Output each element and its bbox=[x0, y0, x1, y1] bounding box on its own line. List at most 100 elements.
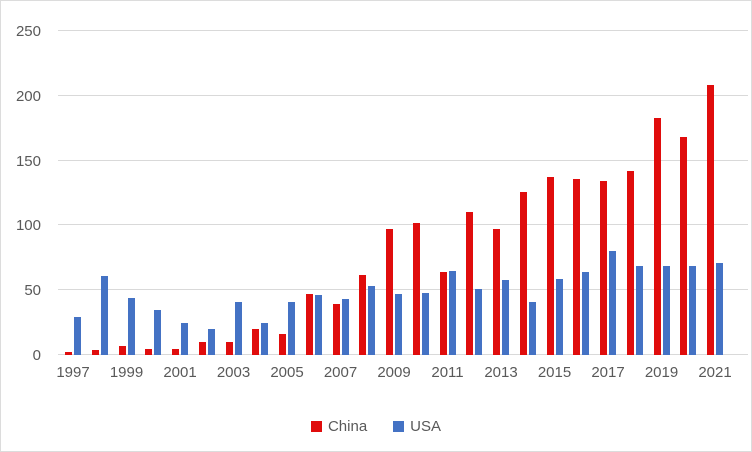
gridline-150 bbox=[58, 159, 748, 161]
bar-china-2003 bbox=[225, 342, 233, 355]
bar-group-2008 bbox=[359, 31, 376, 355]
y-axis: 0 50 100 150 200 250 bbox=[1, 23, 49, 364]
bar-china-2002 bbox=[198, 342, 206, 355]
legend-label-usa: USA bbox=[410, 418, 442, 435]
bar-china-2017 bbox=[600, 181, 607, 355]
bar-china-2014 bbox=[519, 192, 527, 355]
y-tick-label: 150 bbox=[15, 152, 41, 170]
bar-usa-2018 bbox=[635, 266, 643, 355]
bar-china-1999 bbox=[118, 346, 126, 355]
bar-group-2003: 2003 bbox=[217, 31, 250, 381]
bar-usa-2017 bbox=[609, 251, 616, 355]
bar-group-1997: 1997 bbox=[56, 31, 90, 381]
bar-china-2019 bbox=[653, 118, 661, 355]
bar-china-2018 bbox=[626, 171, 634, 355]
x-tick-label: 2017 bbox=[591, 364, 625, 381]
legend-item-usa: USA bbox=[393, 418, 441, 435]
bar-group-2004 bbox=[252, 31, 269, 355]
bar-china-2006 bbox=[305, 294, 313, 355]
legend-item-china: China bbox=[310, 418, 368, 435]
bar-usa-2012 bbox=[475, 289, 483, 355]
bar-china-2010 bbox=[412, 223, 420, 355]
bar-group-2011: 2011 bbox=[431, 31, 464, 381]
bar-usa-2004 bbox=[261, 323, 269, 355]
bar-china-2012 bbox=[466, 212, 474, 355]
bar-china-2009 bbox=[386, 229, 393, 355]
bar-china-2000 bbox=[145, 349, 153, 355]
y-tick-label: 100 bbox=[15, 217, 41, 235]
y-tick-label: 250 bbox=[15, 23, 41, 40]
bar-usa-2013 bbox=[502, 280, 509, 355]
bar-group-2016 bbox=[573, 31, 590, 355]
bar-usa-1998 bbox=[100, 276, 108, 355]
bar-usa-2000 bbox=[154, 310, 162, 355]
bar-usa-2006 bbox=[314, 295, 322, 355]
bar-group-2021: 2021 bbox=[698, 31, 732, 381]
bar-china-2015 bbox=[546, 177, 554, 355]
bar-china-1998 bbox=[91, 350, 99, 355]
bar-china-2011 bbox=[439, 272, 447, 355]
bar-china-2021 bbox=[707, 85, 714, 355]
bar-group-2013: 2013 bbox=[484, 31, 518, 381]
bar-usa-1999 bbox=[127, 298, 135, 355]
x-tick-label: 2009 bbox=[377, 364, 411, 381]
bar-group-2012 bbox=[466, 31, 483, 355]
x-tick-label: 2003 bbox=[216, 364, 251, 381]
bar-usa-2011 bbox=[448, 271, 456, 355]
bar-group-1998 bbox=[91, 31, 108, 355]
gridline-250 bbox=[58, 30, 748, 31]
plot-area: 1997 1999 2001 2003 2005 2007 2009 2011 2013 2015… bbox=[56, 30, 748, 381]
china-swatch-icon bbox=[310, 421, 322, 432]
bar-usa-2016 bbox=[582, 272, 590, 355]
legend-label-china: China bbox=[327, 418, 368, 435]
x-tick-label: 1997 bbox=[56, 364, 90, 381]
bar-group-2007: 2007 bbox=[324, 31, 357, 381]
y-tick-label: 200 bbox=[15, 87, 41, 105]
bar-usa-2010 bbox=[421, 293, 429, 355]
bar-usa-2009 bbox=[395, 294, 402, 355]
bar-china-2007 bbox=[332, 304, 340, 355]
bar-group-2020 bbox=[680, 31, 697, 355]
bar-usa-2007 bbox=[341, 299, 349, 355]
bar-usa-2002 bbox=[207, 329, 215, 355]
bar-china-2004 bbox=[252, 329, 260, 355]
bar-usa-2015 bbox=[555, 279, 563, 355]
bar-usa-2020 bbox=[689, 266, 697, 355]
bar-china-2005 bbox=[279, 334, 286, 355]
bar-china-2001 bbox=[172, 349, 179, 355]
bar-group-2014 bbox=[519, 31, 536, 355]
bar-group-2002 bbox=[198, 31, 215, 355]
bar-group-2005: 2005 bbox=[270, 31, 304, 381]
bar-usa-2003 bbox=[234, 302, 242, 355]
bar-usa-1997 bbox=[74, 317, 81, 355]
x-tick-label: 2011 bbox=[431, 364, 464, 381]
gridline-100 bbox=[58, 224, 748, 226]
bar-china-2008 bbox=[359, 275, 367, 355]
bar-group-2006 bbox=[305, 31, 322, 355]
bar-usa-2008 bbox=[368, 286, 376, 355]
x-tick-label: 2013 bbox=[484, 364, 518, 381]
bar-usa-2014 bbox=[528, 302, 536, 355]
x-tick-label: 2015 bbox=[537, 364, 572, 381]
legend: China USA bbox=[1, 418, 751, 435]
gridline-50 bbox=[58, 289, 748, 291]
bar-usa-2019 bbox=[662, 266, 670, 355]
bar-group-2015: 2015 bbox=[538, 31, 571, 381]
y-tick-label: 50 bbox=[24, 282, 41, 300]
bar-group-2010 bbox=[412, 31, 429, 355]
y-tick-label: 0 bbox=[32, 347, 41, 364]
x-tick-label: 2021 bbox=[698, 364, 732, 381]
bar-usa-2005 bbox=[288, 302, 295, 355]
bar-group-2000 bbox=[145, 31, 162, 355]
bar-usa-2021 bbox=[716, 263, 723, 355]
bar-series-container: 1997 1999 2001 2003 2005 2007 2009 2011 2013 2015… bbox=[56, 31, 748, 381]
usa-swatch-icon bbox=[393, 421, 405, 432]
bar-group-2009: 2009 bbox=[377, 31, 411, 381]
bar-group-2017: 2017 bbox=[591, 31, 625, 381]
x-tick-label: 2007 bbox=[323, 364, 358, 381]
x-tick-label: 1999 bbox=[109, 364, 144, 381]
bar-china-2016 bbox=[573, 179, 581, 355]
gridline-200 bbox=[58, 94, 748, 96]
bar-usa-2001 bbox=[181, 323, 188, 355]
